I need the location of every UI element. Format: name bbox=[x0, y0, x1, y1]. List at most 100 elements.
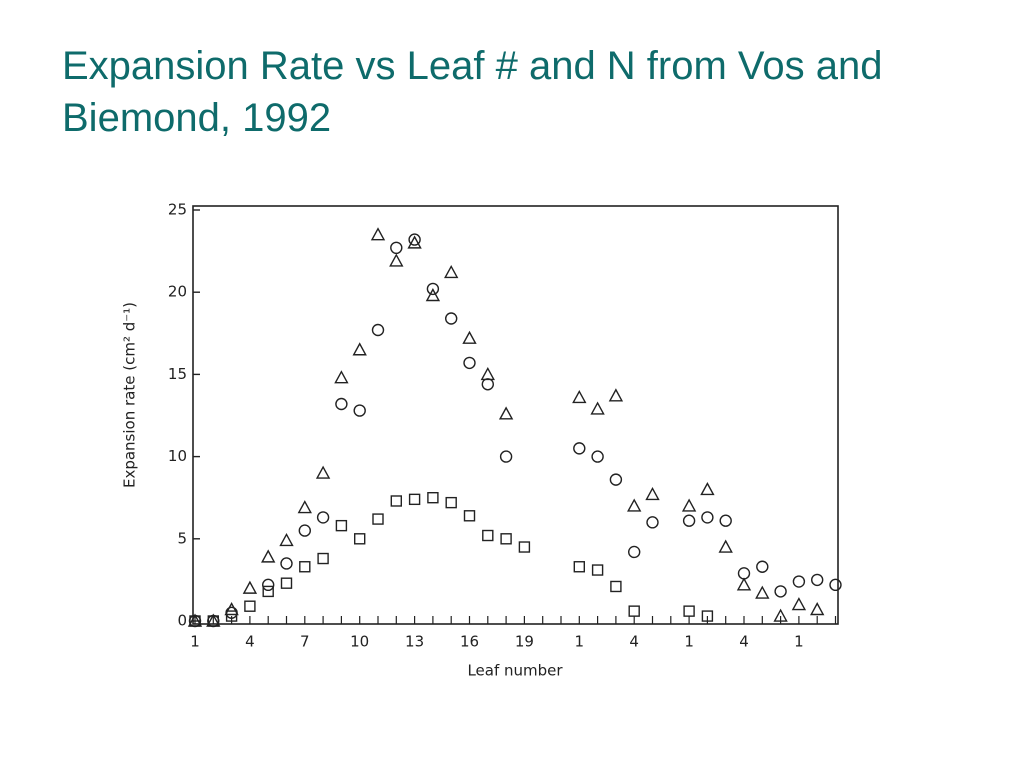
circle-point bbox=[463, 356, 476, 370]
square-point bbox=[628, 605, 640, 617]
circle-point bbox=[756, 560, 769, 573]
square-point bbox=[299, 561, 311, 573]
x-tick-label: 4 bbox=[629, 633, 639, 651]
square-point bbox=[372, 513, 384, 525]
triangle-point bbox=[352, 342, 367, 356]
x-tick-label: 1 bbox=[190, 633, 200, 651]
circle-point bbox=[353, 404, 366, 417]
x-tick-label: 4 bbox=[245, 633, 255, 651]
triangle-point bbox=[773, 608, 788, 622]
square-point bbox=[427, 492, 439, 504]
y-tick-label: 15 bbox=[168, 365, 187, 383]
slide-title: Expansion Rate vs Leaf # and N from Vos … bbox=[62, 44, 883, 140]
circle-point bbox=[719, 514, 732, 527]
square-point bbox=[573, 561, 585, 573]
triangle-point bbox=[627, 498, 642, 512]
x-tick-label: 1 bbox=[684, 633, 694, 651]
triangle-point bbox=[334, 370, 349, 384]
circle-point bbox=[408, 233, 421, 246]
circle-point bbox=[335, 397, 348, 411]
triangle-point bbox=[736, 577, 752, 591]
triangle-point bbox=[425, 288, 441, 302]
y-tick-label: 20 bbox=[168, 283, 187, 301]
x-tick-label: 16 bbox=[460, 633, 479, 651]
square-point bbox=[390, 495, 402, 507]
triangle-point bbox=[297, 500, 312, 514]
triangle-point bbox=[700, 482, 715, 496]
x-tick-label: 7 bbox=[300, 633, 310, 651]
triangle-point bbox=[462, 330, 477, 344]
triangle-point bbox=[224, 602, 239, 616]
y-tick-label: 0 bbox=[177, 612, 187, 630]
square-point bbox=[500, 533, 512, 545]
circle-point bbox=[811, 573, 824, 587]
triangle-point bbox=[315, 465, 331, 479]
square-point bbox=[244, 600, 256, 612]
y-axis-label: Expansion rate (cm² d⁻¹) bbox=[121, 302, 139, 488]
square-point bbox=[463, 510, 476, 522]
square-point bbox=[189, 615, 201, 627]
circle-point bbox=[499, 450, 513, 463]
circle-point bbox=[390, 241, 403, 255]
circle-point bbox=[737, 567, 751, 580]
triangle-point bbox=[261, 549, 276, 563]
y-tick-label: 5 bbox=[177, 529, 187, 547]
y-tick-label: 10 bbox=[168, 447, 187, 465]
triangle-point bbox=[718, 539, 733, 553]
circle-point bbox=[609, 473, 623, 486]
square-point bbox=[701, 610, 714, 622]
square-point bbox=[408, 493, 421, 506]
square-point bbox=[225, 610, 238, 622]
triangle-point bbox=[645, 486, 660, 501]
circle-point bbox=[591, 450, 604, 463]
circle-point bbox=[628, 545, 641, 559]
triangle-point bbox=[755, 585, 770, 599]
triangle-point bbox=[407, 235, 422, 249]
triangle-point bbox=[590, 401, 605, 415]
square-point bbox=[610, 580, 622, 593]
circle-point bbox=[573, 442, 586, 455]
triangle-point bbox=[810, 602, 825, 616]
circle-point bbox=[426, 282, 440, 296]
circle-point bbox=[481, 378, 494, 391]
triangle-point bbox=[681, 498, 697, 512]
square-point bbox=[354, 533, 366, 545]
plot-frame bbox=[192, 205, 839, 625]
square-point bbox=[262, 585, 274, 598]
circle-point bbox=[298, 524, 311, 537]
circle-point bbox=[774, 585, 787, 598]
triangle-point bbox=[608, 388, 624, 402]
triangle-point bbox=[370, 227, 386, 241]
x-axis-label: Leaf number bbox=[467, 662, 563, 680]
circle-point bbox=[316, 511, 330, 524]
square-point bbox=[683, 605, 695, 617]
square-point bbox=[518, 541, 531, 553]
x-tick-label: 10 bbox=[350, 633, 369, 651]
square-point bbox=[280, 577, 293, 589]
triangle-point bbox=[791, 597, 807, 611]
square-point bbox=[317, 552, 329, 565]
square-point bbox=[207, 615, 220, 627]
triangle-point bbox=[498, 406, 514, 420]
square-point bbox=[482, 529, 494, 542]
x-tick-label: 13 bbox=[405, 633, 424, 651]
circle-point bbox=[371, 323, 385, 337]
triangle-point bbox=[444, 265, 459, 279]
circle-point bbox=[445, 312, 458, 325]
x-tick-label: 1 bbox=[575, 633, 585, 651]
x-tick-label: 4 bbox=[739, 633, 749, 651]
triangle-point bbox=[242, 580, 258, 594]
circle-point bbox=[792, 575, 806, 588]
x-tick-label: 19 bbox=[515, 633, 534, 651]
circle-point bbox=[829, 578, 842, 592]
square-point bbox=[445, 496, 457, 509]
triangle-point bbox=[572, 389, 587, 404]
circle-point bbox=[262, 578, 275, 592]
square-point bbox=[335, 519, 348, 532]
circle-point bbox=[701, 511, 714, 524]
circle-point bbox=[646, 516, 659, 529]
triangle-point bbox=[480, 366, 495, 381]
triangle-point bbox=[279, 532, 294, 547]
